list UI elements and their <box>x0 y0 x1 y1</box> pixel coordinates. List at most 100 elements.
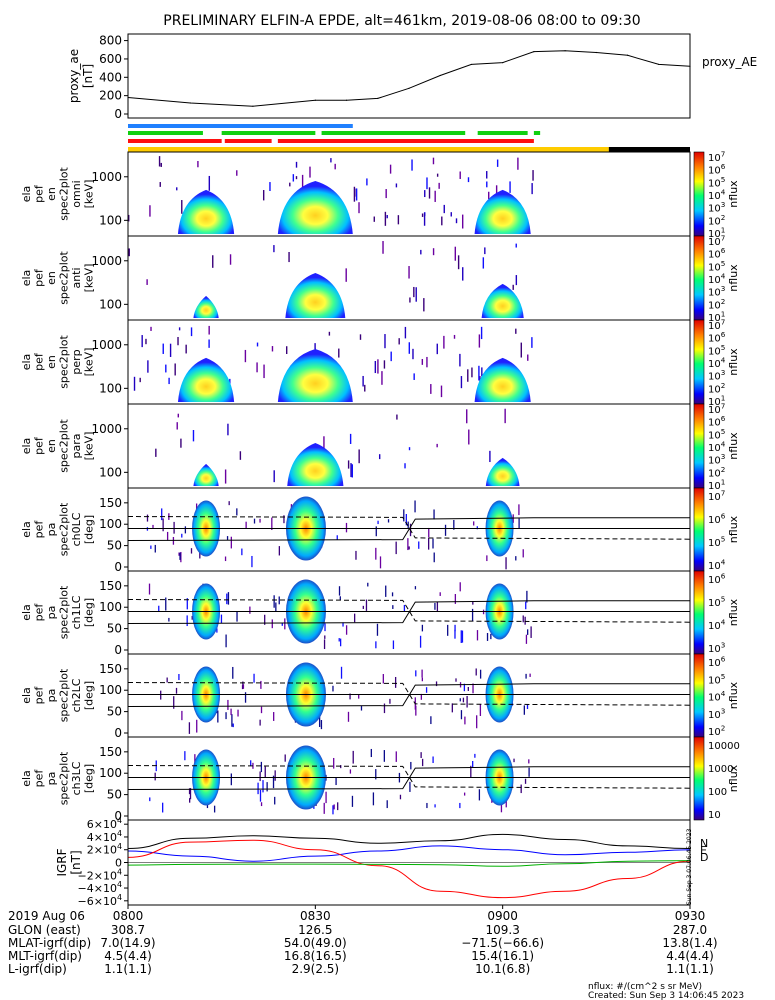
pa-noise <box>395 541 397 555</box>
spec-noise <box>155 448 157 457</box>
status-bar-segment <box>277 139 534 143</box>
ae-ylabel: proxy_ae <box>67 49 81 103</box>
pa-noise <box>476 630 479 641</box>
orbit-row-value: 1.1(1.1) <box>104 962 152 976</box>
pa-noise <box>180 551 182 563</box>
pa-ylabel-line: pa <box>45 606 58 620</box>
spec-noise <box>457 255 460 270</box>
spec-noise <box>208 339 210 348</box>
pa-ylabel-line: pef <box>33 686 46 705</box>
spec-noise <box>424 190 426 198</box>
pa-noise <box>454 629 456 639</box>
pa-noise <box>172 536 175 545</box>
pa-noise <box>500 801 503 813</box>
spec-noise <box>158 156 161 167</box>
spec-noise <box>358 202 360 214</box>
pa-ytick-label: 0 <box>114 809 122 823</box>
pa-noise <box>407 538 409 551</box>
pa-noise <box>479 669 482 679</box>
spec-noise <box>436 443 438 448</box>
spec-noise <box>453 334 456 339</box>
pa-colorbar-label: nflux <box>727 598 740 626</box>
pa-noise <box>220 614 223 624</box>
ae-point <box>658 63 660 66</box>
ae-legend-label: proxy_AE <box>702 55 757 69</box>
spec-noise <box>436 173 439 177</box>
spec-noise <box>423 298 425 312</box>
spec-noise <box>441 216 443 226</box>
pa-colorbar <box>693 736 705 821</box>
pa-antiloss-cone-line <box>127 516 691 540</box>
pa-noise <box>352 750 354 764</box>
plot-title: PRELIMINARY ELFIN-A EPDE, alt=461km, 201… <box>163 13 640 29</box>
pa-loss-cone-line <box>127 683 690 707</box>
spec-noise <box>351 464 354 478</box>
spec-noise <box>208 175 211 191</box>
pa-noise <box>259 771 261 782</box>
pa-noise <box>266 782 268 792</box>
spec-noise <box>328 331 331 336</box>
spec-noise <box>390 351 392 362</box>
orbit-row-value: 13.8(1.4) <box>662 936 717 950</box>
spec-noise <box>355 188 358 201</box>
pa-noise <box>158 605 160 612</box>
pa-colorbar-tick: 105 <box>708 535 725 550</box>
pa-noise <box>415 670 417 677</box>
spec-noise <box>338 348 340 358</box>
spec-ytick-label: 100 <box>99 381 122 395</box>
spec-noise <box>128 248 130 257</box>
spec-ylabel-line: anti <box>70 267 83 288</box>
spec-ylabel-line: ela <box>20 186 33 203</box>
spec-ylabel-line: ela <box>20 354 33 371</box>
spec-colorbar-tick: 104 <box>708 272 726 287</box>
pa-noise <box>351 795 354 807</box>
igrf-series-line <box>127 860 691 867</box>
spec-noise <box>421 358 424 365</box>
pa-noise <box>419 635 422 648</box>
spec-noise <box>384 334 386 349</box>
igrf-legend-item: D <box>700 851 708 864</box>
spec-noise <box>373 216 375 222</box>
pa-noise <box>160 690 162 700</box>
spec-ylabel-line: [keV] <box>83 180 96 209</box>
spec-ylabel-line: spec2plot <box>58 167 71 221</box>
spec-noise <box>145 338 147 345</box>
pa-noise <box>281 622 283 626</box>
spec-noise <box>461 214 464 229</box>
pa-noise <box>512 514 514 523</box>
pa-noise <box>472 761 474 769</box>
spec-noise <box>432 248 435 256</box>
spec-ylabel-line: en <box>45 187 58 201</box>
pa-noise <box>166 677 168 683</box>
spec-noise <box>262 190 265 201</box>
pa-noise <box>365 599 368 611</box>
spec-flux-blob <box>474 357 531 402</box>
spec-noise <box>190 327 193 337</box>
pa-noise <box>528 759 530 764</box>
pa-noise <box>162 518 164 532</box>
pa-ylabel-line: [deg] <box>83 598 96 627</box>
time-tick-label: 0830 <box>300 909 331 923</box>
spec-noise <box>239 451 242 460</box>
spec-ylabel-line: spec2plot <box>58 251 71 305</box>
ae-point <box>626 54 629 56</box>
pa-noise <box>454 594 457 604</box>
pa-noise <box>249 606 251 614</box>
spec-noise <box>389 164 392 174</box>
pa-ylabel-line: ch2LC <box>70 678 83 712</box>
pa-noise <box>259 518 261 523</box>
spec-noise <box>256 362 258 373</box>
spec-noise <box>520 342 522 358</box>
pa-noise <box>415 705 417 716</box>
spec-noise <box>462 267 464 281</box>
pa-noise <box>335 777 337 786</box>
pa-noise <box>166 531 169 541</box>
pa-noise <box>191 615 193 620</box>
spec-ylabel-line: pef <box>33 184 46 203</box>
pa-noise <box>273 712 275 721</box>
pa-noise <box>476 526 478 530</box>
pa-noise <box>530 626 532 638</box>
pa-noise <box>260 680 262 689</box>
pa-noise <box>230 536 232 549</box>
spec-ytick-label: 100 <box>99 465 122 479</box>
